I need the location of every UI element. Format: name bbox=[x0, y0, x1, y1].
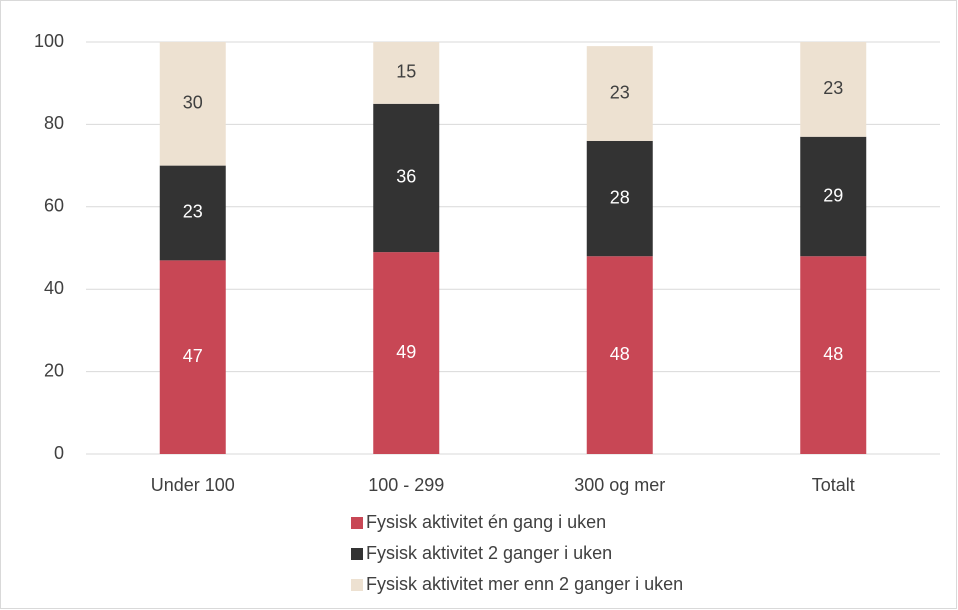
legend-label: Fysisk aktivitet mer enn 2 ganger i uken bbox=[366, 574, 683, 594]
legend-label: Fysisk aktivitet én gang i uken bbox=[366, 512, 606, 532]
data-label: 49 bbox=[396, 342, 416, 362]
y-tick-label: 100 bbox=[34, 31, 64, 51]
y-tick-label: 0 bbox=[54, 443, 64, 463]
bar-segment bbox=[373, 103, 440, 253]
bar-segment bbox=[373, 252, 440, 454]
data-label: 23 bbox=[823, 78, 843, 98]
y-tick-label: 20 bbox=[44, 360, 64, 380]
legend-swatch bbox=[351, 579, 363, 591]
data-label: 47 bbox=[183, 346, 203, 366]
bar-segment bbox=[800, 42, 867, 137]
data-label: 48 bbox=[823, 344, 843, 364]
y-tick-label: 80 bbox=[44, 113, 64, 133]
data-label: 48 bbox=[610, 344, 630, 364]
data-label: 28 bbox=[610, 187, 630, 207]
bar-segment bbox=[373, 42, 440, 104]
bar-segment bbox=[800, 256, 867, 454]
bar-segment bbox=[800, 136, 867, 257]
bar-segment bbox=[586, 46, 653, 141]
data-label: 15 bbox=[396, 62, 416, 82]
bar-segment bbox=[586, 140, 653, 257]
data-label: 36 bbox=[396, 167, 416, 187]
x-tick-label: 300 og mer bbox=[574, 475, 665, 495]
data-label: 29 bbox=[823, 185, 843, 205]
x-tick-label: 100 - 299 bbox=[368, 475, 444, 495]
data-label: 23 bbox=[183, 202, 203, 222]
legend-swatch bbox=[351, 517, 363, 529]
bar-segment bbox=[159, 165, 226, 261]
bar-segment bbox=[586, 256, 653, 454]
legend-label: Fysisk aktivitet 2 ganger i uken bbox=[366, 543, 612, 563]
data-label: 23 bbox=[610, 82, 630, 102]
bar-segment bbox=[159, 42, 226, 166]
bar-segment bbox=[159, 260, 226, 454]
x-tick-label: Under 100 bbox=[151, 475, 235, 495]
y-tick-label: 60 bbox=[44, 196, 64, 216]
x-tick-label: Totalt bbox=[812, 475, 855, 495]
y-tick-label: 40 bbox=[44, 278, 64, 298]
legend-swatch bbox=[351, 548, 363, 560]
data-label: 30 bbox=[183, 93, 203, 113]
